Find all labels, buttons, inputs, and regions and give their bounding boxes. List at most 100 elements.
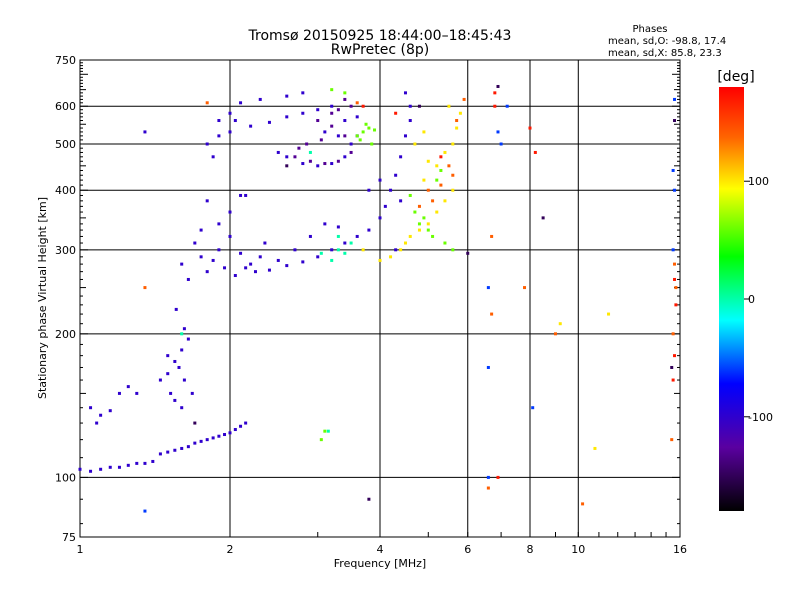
data-point [223,433,227,437]
data-point [228,130,232,134]
data-point [343,97,347,101]
data-point [349,150,353,154]
data-point [528,126,532,130]
colorbar-tick-label: 0 [748,293,755,306]
data-point [403,91,407,95]
y-tick-label: 75 [62,531,76,544]
data-point [205,142,209,146]
data-point [285,115,289,119]
data-point [607,312,611,316]
data-point [233,428,237,432]
data-point [673,354,677,358]
x-axis-title: Frequency [MHz] [334,557,426,570]
data-point [193,441,197,445]
data-point [217,434,221,438]
data-point [443,199,447,203]
data-point [217,248,221,252]
data-point [99,413,103,417]
data-point [389,255,393,259]
data-point [319,251,323,255]
data-point [455,126,459,130]
data-point [186,445,190,449]
data-point [558,322,562,326]
data-point [276,150,280,154]
data-point [293,248,297,252]
data-point [378,178,382,182]
data-point [358,138,362,142]
data-point [673,97,677,101]
data-point [422,216,426,220]
data-point [422,130,426,134]
data-point [285,164,289,168]
data-point [89,469,93,473]
data-point [143,461,147,465]
data-point [426,222,430,226]
data-point [671,168,675,172]
data-point [451,188,455,192]
data-point [323,162,327,166]
data-point [308,234,312,238]
data-point [490,312,494,316]
data-point [205,438,209,442]
data-points [78,84,678,513]
data-point [285,155,289,159]
data-point [496,475,500,479]
data-point [330,248,334,252]
data-point [228,111,232,115]
data-point [451,248,455,252]
data-point [330,111,334,115]
data-point [367,126,371,130]
data-point [671,378,675,382]
data-point [343,91,347,95]
data-point [228,431,232,435]
data-point [173,398,177,402]
data-point [370,142,374,146]
data-point [451,142,455,146]
stats-line-x: mean, sd,X: 85.8, 23.3 [608,48,722,59]
data-point [394,248,398,252]
data-point [426,228,430,232]
data-point [493,104,497,108]
data-point [151,459,155,463]
data-point [673,262,677,266]
data-point [244,266,248,270]
data-point [316,255,320,259]
data-point [336,248,340,252]
data-point [211,258,215,262]
data-point [177,365,181,369]
data-point [126,385,130,389]
x-tick-label: 10 [571,543,585,556]
data-point [673,188,677,192]
data-point [158,378,162,382]
data-point [276,258,280,262]
data-point [496,130,500,134]
data-point [443,150,447,154]
data-point [361,248,365,252]
data-point [166,450,170,454]
data-point [330,104,334,108]
data-point [408,104,412,108]
data-point [258,97,262,101]
data-point [267,268,271,272]
data-point [349,241,353,245]
data-point [533,150,537,154]
data-point [211,155,215,159]
data-point [439,168,443,172]
data-point [166,354,170,358]
data-point [349,104,353,108]
data-point [180,332,184,336]
data-point [263,241,267,245]
data-point [190,391,194,395]
data-point [399,199,403,203]
data-point [182,378,186,382]
x-axis-ticks: 1 2 4 6 8 10 16 [77,543,688,556]
data-point [671,248,675,252]
data-point [336,234,340,238]
data-point [285,94,289,98]
data-point [301,260,305,264]
data-point [233,119,237,123]
stats-line-o: mean, sd,O: -98.8, 17.4 [608,36,726,47]
data-point [443,241,447,245]
data-point [258,255,262,259]
data-point [670,365,674,369]
